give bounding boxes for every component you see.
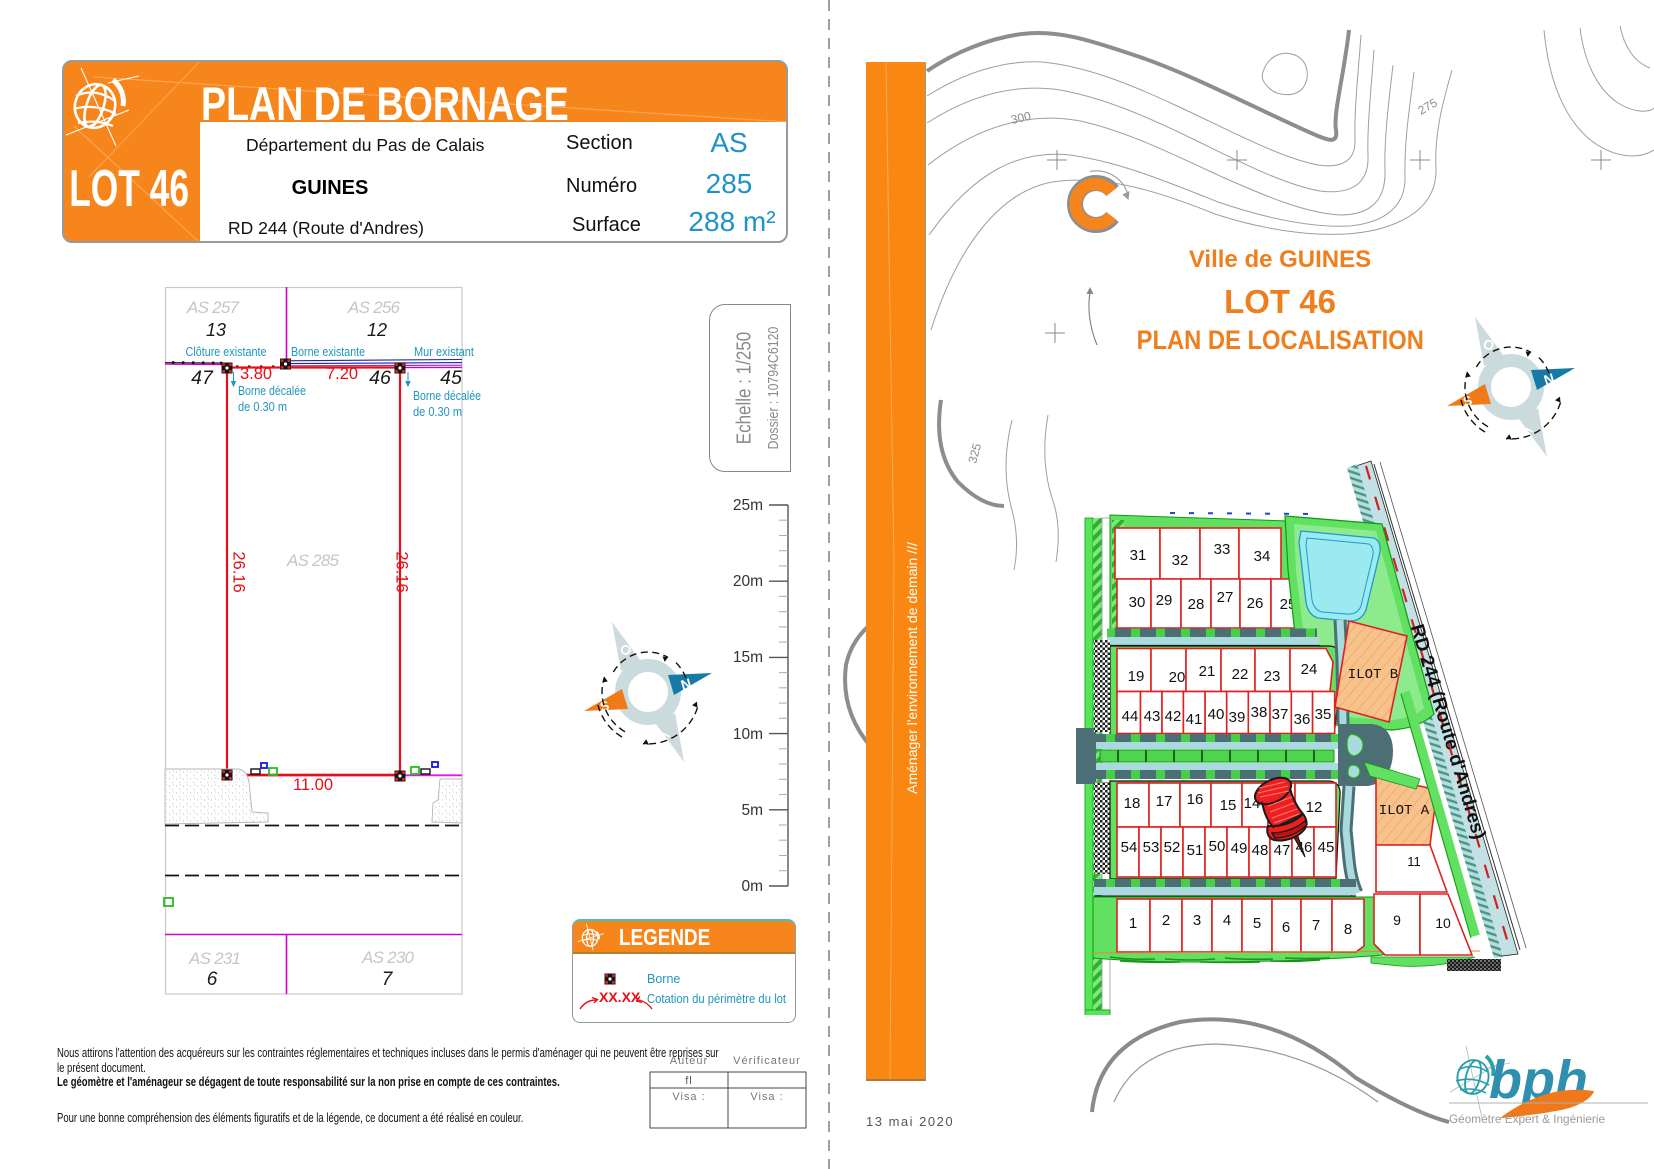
svg-text:Géomètre Expert & Ingénierie: Géomètre Expert & Ingénierie (1449, 1112, 1605, 1126)
svg-text:3: 3 (1193, 912, 1201, 929)
svg-text:51: 51 (1187, 842, 1204, 859)
svg-text:28: 28 (1188, 596, 1205, 613)
svg-text:XX.XX: XX.XX (599, 989, 641, 1005)
svg-text:Clôture existante: Clôture existante (186, 344, 267, 359)
svg-text:13: 13 (206, 320, 226, 340)
svg-text:42: 42 (1165, 708, 1182, 725)
svg-text:22: 22 (1232, 666, 1249, 683)
svg-text:32: 32 (1172, 552, 1189, 569)
svg-text:12: 12 (1306, 799, 1323, 816)
svg-text:43: 43 (1144, 708, 1161, 725)
svg-text:31: 31 (1130, 547, 1147, 564)
svg-text:49: 49 (1231, 840, 1248, 857)
svg-text:7.20: 7.20 (326, 365, 358, 383)
svg-text:275: 275 (1416, 95, 1441, 117)
svg-text:17: 17 (1156, 793, 1173, 810)
svg-text:6: 6 (207, 969, 218, 990)
svg-text:AS 230: AS 230 (361, 948, 415, 967)
svg-text:23: 23 (1264, 668, 1281, 685)
svg-text:Borne décalée: Borne décalée (238, 383, 306, 398)
svg-text:38: 38 (1251, 704, 1268, 721)
svg-text:ILOT A: ILOT A (1379, 803, 1430, 819)
svg-text:8: 8 (1344, 921, 1352, 938)
svg-text:48: 48 (1252, 842, 1269, 859)
svg-text:26.16: 26.16 (230, 551, 248, 592)
svg-text:10m: 10m (733, 726, 763, 743)
svg-text:AS 285: AS 285 (286, 551, 340, 570)
svg-text:30: 30 (1129, 594, 1146, 611)
svg-text:29: 29 (1156, 592, 1173, 609)
svg-text:7: 7 (1312, 917, 1320, 934)
svg-text:46: 46 (369, 367, 391, 389)
svg-text:Visa :: Visa : (672, 1091, 705, 1103)
svg-text:Mur existant: Mur existant (414, 344, 474, 359)
svg-text:Borne existante: Borne existante (291, 344, 365, 359)
svg-text:12: 12 (367, 320, 387, 340)
svg-text:45: 45 (440, 367, 462, 389)
svg-text:11: 11 (1407, 854, 1421, 869)
svg-text:24: 24 (1301, 661, 1318, 678)
svg-text:11.00: 11.00 (293, 776, 333, 794)
svg-text:5m: 5m (741, 802, 763, 819)
svg-text:45: 45 (1318, 839, 1335, 856)
svg-text:AS 257: AS 257 (186, 298, 240, 317)
svg-text:5: 5 (1253, 915, 1261, 932)
svg-text:20m: 20m (733, 573, 763, 590)
svg-text:0m: 0m (741, 878, 763, 895)
svg-text:26: 26 (1247, 595, 1264, 612)
svg-text:47: 47 (191, 367, 214, 389)
svg-text:ILOT B: ILOT B (1348, 667, 1398, 683)
svg-text:Auteur: Auteur (670, 1055, 708, 1067)
svg-text:36: 36 (1294, 711, 1311, 728)
svg-text:325: 325 (965, 441, 984, 464)
svg-text:15: 15 (1220, 797, 1237, 814)
svg-text:20: 20 (1169, 669, 1186, 686)
svg-text:16: 16 (1187, 791, 1204, 808)
svg-text:Borne: Borne (647, 972, 680, 986)
svg-text:50: 50 (1209, 838, 1226, 855)
svg-text:de 0.30 m: de 0.30 m (238, 399, 287, 414)
svg-text:40: 40 (1208, 706, 1225, 723)
svg-text:Cotation du périmètre du lot: Cotation du périmètre du lot (647, 992, 786, 1006)
svg-text:39: 39 (1229, 709, 1246, 726)
svg-text:33: 33 (1214, 541, 1231, 558)
svg-text:Borne décalée: Borne décalée (413, 388, 481, 403)
svg-text:6: 6 (1282, 919, 1290, 936)
svg-text:Visa :: Visa : (750, 1091, 783, 1103)
svg-text:35: 35 (1315, 706, 1332, 723)
svg-text:18: 18 (1124, 795, 1141, 812)
svg-text:53: 53 (1143, 839, 1160, 856)
svg-text:21: 21 (1199, 663, 1216, 680)
svg-text:9: 9 (1393, 912, 1401, 928)
svg-text:de 0.30 m: de 0.30 m (413, 404, 462, 419)
svg-text:AS 256: AS 256 (347, 298, 401, 317)
svg-text:300: 300 (1010, 109, 1033, 127)
svg-text:54: 54 (1121, 839, 1138, 856)
svg-text:37: 37 (1272, 706, 1289, 723)
svg-text:AS 231: AS 231 (188, 949, 241, 968)
svg-text:7: 7 (382, 969, 394, 990)
svg-text:3.80: 3.80 (240, 365, 272, 383)
svg-text:2: 2 (1162, 912, 1170, 929)
svg-text:10: 10 (1435, 915, 1451, 931)
svg-text:25m: 25m (733, 497, 763, 514)
svg-text:47: 47 (1274, 842, 1291, 859)
svg-text:34: 34 (1254, 548, 1271, 565)
svg-text:1: 1 (1129, 915, 1137, 932)
svg-text:44: 44 (1122, 708, 1139, 725)
svg-text:26.16: 26.16 (393, 551, 411, 592)
svg-text:52: 52 (1164, 839, 1181, 856)
svg-text:41: 41 (1186, 711, 1203, 728)
svg-text:Vérificateur: Vérificateur (733, 1055, 801, 1067)
svg-text:fl: fl (685, 1075, 693, 1087)
svg-text:19: 19 (1128, 668, 1145, 685)
svg-text:4: 4 (1223, 912, 1231, 929)
svg-text:27: 27 (1217, 589, 1234, 606)
svg-text:15m: 15m (733, 649, 763, 666)
